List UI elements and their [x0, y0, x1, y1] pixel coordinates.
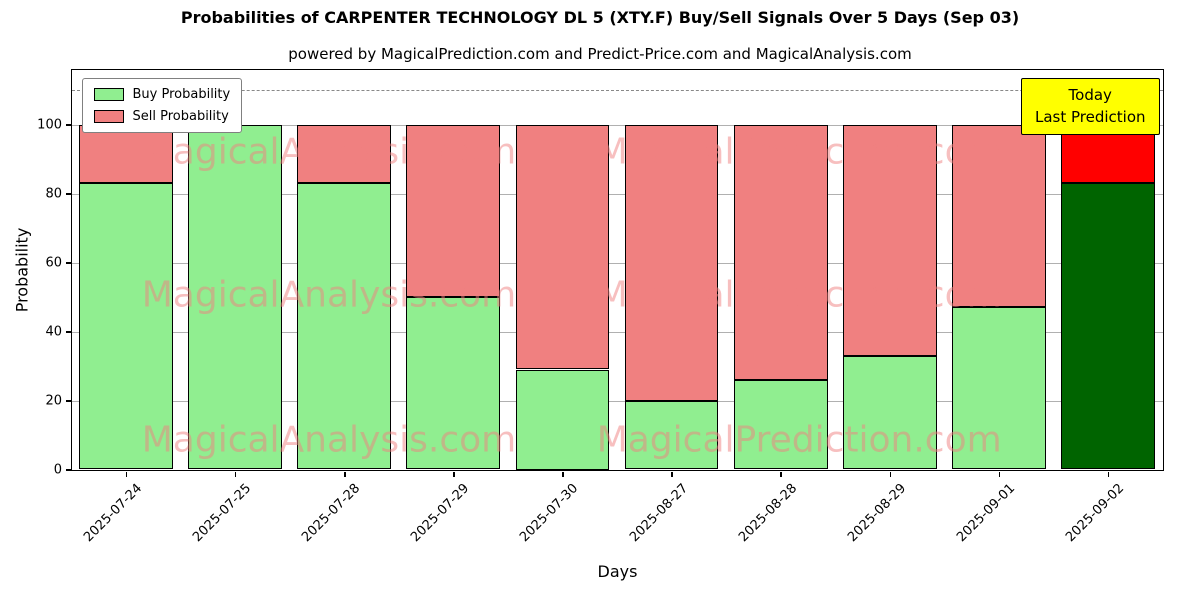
bar-segment-buy [951, 307, 1046, 470]
x-tick-label: 2025-07-28 [299, 481, 364, 546]
sell-color-swatch [93, 109, 124, 123]
bar-segment-buy [1061, 183, 1155, 470]
gridline [71, 331, 1163, 333]
watermark-text: MagicalPrediction.com [596, 419, 1002, 460]
x-tick-label: 2025-09-02 [1063, 481, 1128, 546]
legend-item-sell: Sell Probability [93, 108, 231, 124]
watermark-text: MagicalPrediction.com [596, 131, 1002, 172]
today-annotation: Today Last Prediction [1020, 77, 1160, 135]
y-tick-label: 60 [45, 255, 62, 271]
buy-color-swatch [93, 87, 124, 101]
x-tick-label: 2025-07-29 [408, 481, 473, 546]
bar-segment-buy [406, 297, 501, 470]
x-tick-mark [453, 471, 455, 477]
y-tick-label: 0 [53, 462, 62, 478]
y-tick-label: 100 [37, 117, 62, 133]
watermark-text: MagicalPrediction.com [596, 274, 1002, 316]
gridline [71, 193, 1163, 195]
annotation-line2: Last Prediction [1034, 108, 1146, 126]
bar-segment-sell [624, 124, 719, 401]
bar-segment-buy [624, 400, 719, 470]
bar-segment-buy [515, 369, 610, 470]
dashed-threshold-line [71, 90, 1163, 92]
watermark-text: MagicalAnalysis.com [141, 274, 517, 316]
bar-segment-buy [79, 183, 173, 470]
y-tick-label: 40 [45, 324, 62, 340]
bar-segment-buy [297, 183, 392, 470]
chart-subtitle: powered by MagicalPrediction.com and Pre… [288, 45, 912, 63]
x-tick-mark [889, 471, 891, 477]
gridline [71, 262, 1163, 264]
y-tick-mark [65, 124, 71, 126]
bar-segment-sell [733, 124, 828, 380]
x-tick-mark [998, 471, 1001, 477]
y-tick-mark [65, 331, 71, 333]
x-tick-label: 2025-08-29 [844, 481, 909, 546]
legend: Buy Probability Sell Probability [81, 77, 243, 133]
y-tick-mark [65, 193, 71, 195]
annotation-line1: Today [1068, 85, 1112, 104]
x-tick-mark [671, 471, 673, 477]
legend-label-sell: Sell Probability [132, 108, 229, 124]
chart-title: Probabilities of CARPENTER TECHNOLOGY DL… [180, 8, 1020, 27]
y-tick-label: 20 [45, 393, 62, 409]
gridline [71, 124, 1163, 126]
bar-segment-sell [79, 124, 173, 184]
y-tick-mark [65, 262, 71, 264]
bar-segment-sell [297, 124, 392, 184]
x-tick-mark [125, 471, 128, 477]
bar-segment-sell [515, 124, 610, 370]
x-tick-label: 2025-07-30 [517, 481, 582, 546]
x-tick-label: 2025-07-25 [190, 481, 255, 546]
x-tick-mark [562, 471, 564, 477]
x-tick-label: 2025-07-24 [81, 481, 146, 546]
bar-segment-buy [842, 355, 937, 470]
x-tick-label: 2025-09-01 [953, 481, 1018, 546]
x-tick-mark [344, 471, 346, 477]
gridline [71, 400, 1163, 402]
x-tick-mark [780, 471, 782, 477]
x-tick-mark [1107, 471, 1110, 477]
bar-segment-buy [733, 379, 828, 470]
y-axis-label: Probability [12, 227, 32, 313]
x-tick-label: 2025-08-27 [626, 481, 691, 546]
y-tick-mark [65, 400, 71, 402]
watermark-text: MagicalAnalysis.com [141, 419, 517, 460]
y-tick-label: 80 [45, 186, 62, 202]
x-tick-mark [234, 471, 237, 477]
y-tick-mark [65, 469, 71, 471]
bar-segment-sell [842, 124, 937, 356]
legend-label-buy: Buy Probability [132, 86, 231, 102]
watermark-text: MagicalAnalysis.com [141, 131, 517, 172]
bar-segment-sell [951, 124, 1046, 308]
plot-area: Buy Probability Sell Probability Today L… [70, 68, 1164, 471]
x-axis-label: Days [597, 562, 638, 581]
legend-item-buy: Buy Probability [93, 86, 231, 102]
bar-segment-sell [406, 124, 501, 298]
x-tick-label: 2025-08-28 [735, 481, 800, 546]
